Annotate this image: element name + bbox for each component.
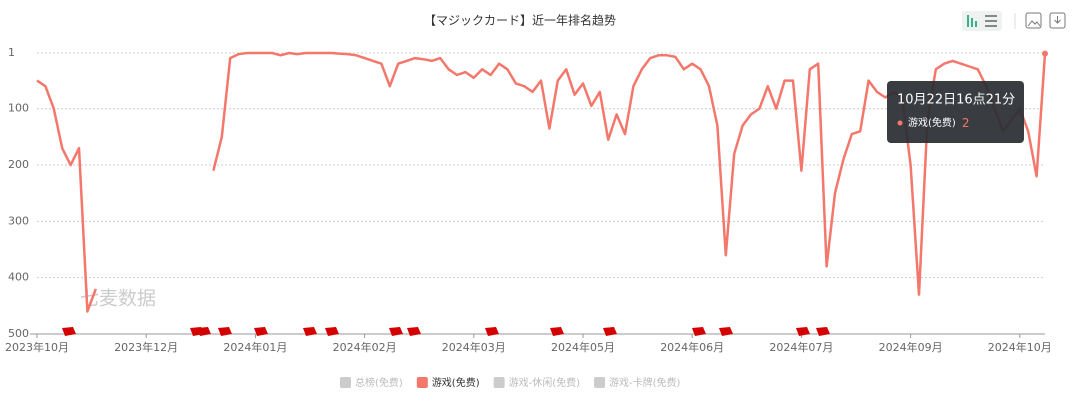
legend-label: 总榜(免费) [355, 376, 403, 389]
x-tick-label: 2024年02月 [333, 340, 397, 354]
tooltip-box [887, 81, 1024, 143]
event-flag [550, 327, 564, 336]
download-button[interactable] [1049, 12, 1066, 29]
y-tick-label: 300 [8, 214, 29, 227]
tooltip-title: 10月22日16点21分 [897, 93, 1015, 108]
event-flag [62, 327, 76, 336]
x-tick-label: 2023年12月 [114, 340, 178, 354]
active-point [1042, 50, 1048, 57]
icon [985, 25, 997, 27]
event-flag [218, 327, 232, 336]
event-flag [254, 327, 268, 336]
image-button[interactable] [1025, 12, 1042, 29]
tooltip-value: 2 [962, 116, 970, 130]
y-tick-label: 100 [8, 102, 29, 115]
icon [985, 15, 997, 17]
event-flag [389, 327, 403, 336]
y-tick-label: 200 [8, 158, 29, 171]
event-flag [603, 327, 617, 336]
chart-title: 【マジックカード】近一年排名趋势 [424, 13, 616, 28]
legend-label: 游戏-卡牌(免费) [609, 376, 681, 389]
x-tick-label: 2024年09月 [879, 340, 943, 354]
icon [1027, 20, 1041, 27]
x-tick-label: 2024年10月 [988, 340, 1052, 354]
icon [971, 18, 973, 27]
icon [967, 15, 969, 27]
tooltip-series: 游戏(免费) 2 [908, 116, 969, 130]
x-tick-label: 2024年03月 [442, 340, 506, 354]
x-tick-label: 2023年10月 [5, 340, 69, 354]
event-flag [816, 327, 830, 336]
x-tick-label: 2024年06月 [660, 340, 724, 354]
tooltip-dot [897, 120, 903, 126]
tooltip-series-name: 游戏(免费) [908, 116, 956, 129]
event-flag [407, 327, 421, 336]
icon [975, 21, 977, 27]
event-flag [197, 327, 211, 336]
event-flag [303, 327, 317, 336]
y-tick-label: 400 [8, 271, 29, 284]
event-flag [796, 327, 810, 336]
toolbar[interactable] [962, 11, 1066, 31]
event-flag [719, 327, 733, 336]
event-flag [325, 327, 339, 336]
icon [985, 20, 997, 22]
legend-swatch [416, 377, 428, 388]
x-tick-label: 2024年01月 [223, 340, 287, 354]
event-flag [692, 327, 706, 336]
legend-label: 游戏-休闲(免费) [509, 376, 581, 389]
legend-swatch [594, 377, 606, 388]
legend-swatch [340, 377, 351, 388]
watermark: 七麦数据 [80, 288, 156, 310]
y-tick-label: 1 [8, 46, 15, 59]
icon [1054, 16, 1061, 24]
legend-swatch [493, 377, 505, 388]
y-tick-label: 500 [8, 327, 29, 340]
event-flag [485, 327, 499, 336]
x-tick-label: 2024年07月 [769, 340, 833, 354]
legend-label: 游戏(免费) [432, 376, 480, 389]
x-tick-label: 2024年05月 [551, 340, 615, 354]
